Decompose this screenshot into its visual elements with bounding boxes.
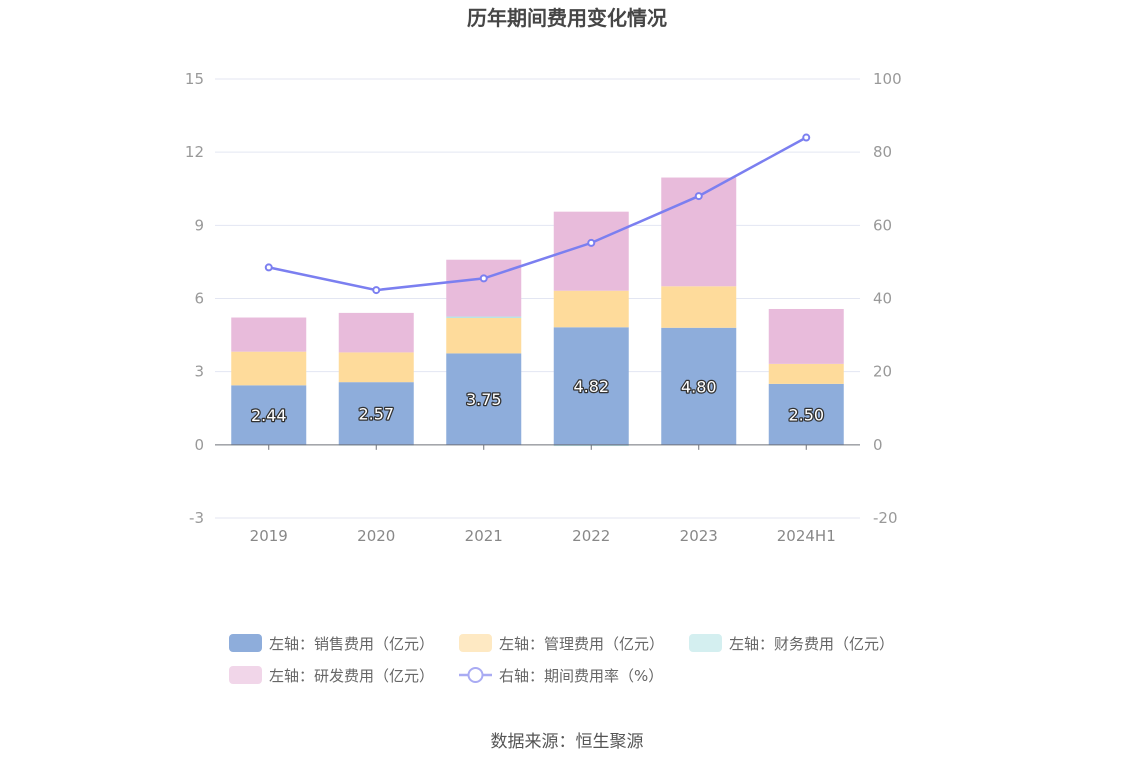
legend-item-sales: 左轴：销售费用（亿元）	[229, 634, 434, 653]
grid-lines	[215, 78, 860, 519]
bar-rnd	[768, 308, 844, 364]
bar-sales	[338, 382, 414, 445]
right-tick-label: 40	[873, 290, 892, 308]
legend-swatch	[229, 634, 262, 652]
left-tick-label: 12	[185, 143, 204, 161]
bar-series	[231, 177, 844, 447]
legend: 左轴：销售费用（亿元） 左轴：管理费用（亿元） 左轴：财务费用（亿元） 左轴：研发费用…	[229, 634, 894, 685]
right-tick-label: -20	[873, 509, 898, 527]
bar-rnd	[231, 317, 307, 352]
right-tick-label: 100	[873, 70, 902, 88]
bar-admin	[661, 286, 737, 328]
x-tick-label: 2022	[572, 527, 610, 545]
legend-item-rnd: 左轴：研发费用（亿元）	[229, 666, 434, 685]
bar-value-label: 2.50	[788, 405, 824, 424]
bar-admin	[553, 290, 629, 328]
legend-marker	[467, 667, 484, 683]
rate-point	[587, 238, 596, 247]
legend-item-finance: 左轴：财务费用（亿元）	[689, 634, 894, 653]
right-tick-label: 80	[873, 143, 892, 161]
rate-point	[479, 274, 488, 283]
left-tick-label: 0	[194, 436, 204, 454]
bar-sales	[661, 327, 737, 445]
x-tick-label: 2019	[250, 527, 288, 545]
x-axis: 2019 2020 2021 2022 2023 2024H1	[215, 444, 860, 545]
bar-admin	[768, 363, 844, 384]
x-tick-label: 2020	[357, 527, 395, 545]
rate-point	[264, 263, 273, 272]
rate-point	[372, 286, 381, 295]
bar-value-label: 2.44	[251, 406, 287, 425]
bar-rnd	[446, 259, 522, 317]
left-tick-label: 3	[194, 363, 204, 381]
legend-item-admin: 左轴：管理费用（亿元）	[459, 634, 664, 653]
bar-rnd	[338, 312, 414, 353]
legend-label: 左轴：财务费用（亿元）	[729, 635, 894, 653]
legend-swatch	[229, 666, 262, 684]
bar-sales	[768, 383, 844, 445]
rate-line	[268, 136, 807, 292]
bar-admin	[231, 351, 307, 386]
legend-swatch	[689, 634, 722, 652]
rate-point	[802, 133, 811, 142]
right-axis: -20 0 20 40 60 80 100	[873, 70, 902, 527]
bar-value-label: 4.82	[573, 377, 609, 396]
legend-label: 左轴：销售费用（亿元）	[269, 635, 434, 653]
bar-sales	[231, 385, 307, 445]
bar-value-label: 3.75	[466, 390, 502, 409]
rate-line-series	[264, 133, 811, 295]
legend-label: 左轴：管理费用（亿元）	[499, 635, 664, 653]
bar-finance	[446, 316, 522, 319]
left-tick-label: 6	[194, 290, 204, 308]
left-axis: -3 0 3 6 9 12 15	[185, 70, 204, 527]
left-tick-label: 9	[194, 216, 204, 234]
legend-label: 左轴：研发费用（亿元）	[269, 667, 434, 685]
legend-swatch	[459, 634, 492, 652]
source-note: 数据来源：恒生聚源	[491, 732, 644, 752]
left-tick-label: 15	[185, 70, 204, 88]
rate-point	[694, 192, 703, 201]
chart-title: 历年期间费用变化情况	[467, 6, 667, 30]
x-tick-label: 2024H1	[777, 527, 836, 545]
bar-sales	[446, 353, 522, 445]
bar-admin	[446, 318, 522, 354]
legend-item-rate: 右轴：期间费用率（%）	[459, 667, 663, 685]
left-tick-label: -3	[189, 509, 204, 527]
bar-admin	[338, 352, 414, 383]
bar-sales	[553, 327, 629, 445]
x-tick-label: 2023	[680, 527, 718, 545]
right-tick-label: 0	[873, 436, 883, 454]
bar-value-label: 2.57	[358, 404, 394, 423]
legend-label: 右轴：期间费用率（%）	[499, 667, 663, 685]
x-tick-label: 2021	[465, 527, 503, 545]
right-tick-label: 60	[873, 216, 892, 234]
right-tick-label: 20	[873, 363, 892, 381]
bar-value-label: 4.80	[681, 377, 717, 396]
bar-labels: 2.44 2.57 3.75 4.82 4.80 2.50	[250, 376, 826, 427]
